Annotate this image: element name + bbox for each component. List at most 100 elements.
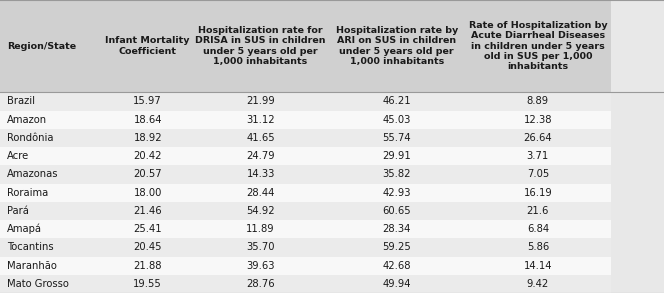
Bar: [329, 256, 465, 275]
Text: 26.64: 26.64: [523, 133, 552, 143]
Bar: [103, 275, 193, 293]
Text: 49.94: 49.94: [382, 279, 411, 289]
Bar: [193, 220, 329, 238]
Text: Amapá: Amapá: [7, 224, 42, 234]
Bar: [465, 183, 611, 202]
Text: 21.88: 21.88: [133, 261, 162, 271]
Text: Hospitalization rate for
DRISA in SUS in children
under 5 years old per
1,000 in: Hospitalization rate for DRISA in SUS in…: [195, 26, 326, 66]
Text: 55.74: 55.74: [382, 133, 411, 143]
Bar: [103, 202, 193, 220]
Bar: [0, 129, 103, 147]
Bar: [193, 129, 329, 147]
Bar: [0, 92, 103, 110]
Text: 21.99: 21.99: [246, 96, 275, 106]
Text: 28.76: 28.76: [246, 279, 275, 289]
Text: 6.84: 6.84: [527, 224, 549, 234]
Bar: [103, 220, 193, 238]
Bar: [0, 220, 103, 238]
Bar: [193, 92, 329, 110]
Bar: [465, 165, 611, 183]
Text: Amazonas: Amazonas: [7, 169, 58, 179]
Text: 5.86: 5.86: [527, 242, 549, 252]
Bar: [329, 275, 465, 293]
Bar: [465, 92, 611, 110]
Bar: [103, 110, 193, 129]
Text: 8.89: 8.89: [527, 96, 549, 106]
Bar: [193, 202, 329, 220]
Text: 31.12: 31.12: [246, 115, 275, 125]
Text: Maranhão: Maranhão: [7, 261, 56, 271]
Text: 14.14: 14.14: [524, 261, 552, 271]
Text: 16.19: 16.19: [523, 188, 552, 198]
Text: 28.34: 28.34: [382, 224, 411, 234]
Text: 19.55: 19.55: [133, 279, 162, 289]
Text: Infant Mortality
Coefficient: Infant Mortality Coefficient: [106, 36, 190, 56]
Text: 39.63: 39.63: [246, 261, 275, 271]
Bar: [465, 147, 611, 165]
Bar: [103, 256, 193, 275]
Text: 41.65: 41.65: [246, 133, 275, 143]
Text: 54.92: 54.92: [246, 206, 275, 216]
Bar: [103, 238, 193, 256]
Bar: [329, 183, 465, 202]
Bar: [193, 256, 329, 275]
Bar: [329, 238, 465, 256]
Text: Roraima: Roraima: [7, 188, 48, 198]
Bar: [193, 183, 329, 202]
Text: 15.97: 15.97: [133, 96, 162, 106]
Bar: [0, 165, 103, 183]
Text: 12.38: 12.38: [524, 115, 552, 125]
Text: Acre: Acre: [7, 151, 29, 161]
Bar: [193, 147, 329, 165]
Text: 18.00: 18.00: [133, 188, 162, 198]
Bar: [103, 0, 193, 92]
Bar: [0, 183, 103, 202]
Bar: [465, 238, 611, 256]
Bar: [329, 147, 465, 165]
Bar: [465, 129, 611, 147]
Bar: [465, 275, 611, 293]
Text: 9.42: 9.42: [527, 279, 549, 289]
Text: Mato Grosso: Mato Grosso: [7, 279, 68, 289]
Bar: [329, 202, 465, 220]
Bar: [329, 92, 465, 110]
Text: Region/State: Region/State: [7, 42, 76, 51]
Bar: [0, 256, 103, 275]
Bar: [193, 275, 329, 293]
Bar: [329, 0, 465, 92]
Text: 35.70: 35.70: [246, 242, 275, 252]
Text: 24.79: 24.79: [246, 151, 275, 161]
Text: 45.03: 45.03: [382, 115, 411, 125]
Bar: [329, 165, 465, 183]
Bar: [465, 202, 611, 220]
Bar: [465, 256, 611, 275]
Text: 42.93: 42.93: [382, 188, 411, 198]
Text: 21.46: 21.46: [133, 206, 162, 216]
Text: 7.05: 7.05: [527, 169, 549, 179]
Text: 25.41: 25.41: [133, 224, 162, 234]
Bar: [0, 275, 103, 293]
Text: Pará: Pará: [7, 206, 29, 216]
Bar: [0, 238, 103, 256]
Text: Amazon: Amazon: [7, 115, 46, 125]
Text: 59.25: 59.25: [382, 242, 411, 252]
Text: 18.64: 18.64: [133, 115, 162, 125]
Bar: [193, 165, 329, 183]
Bar: [0, 0, 103, 92]
Text: 21.6: 21.6: [527, 206, 549, 216]
Text: Rate of Hospitalization by
Acute Diarrheal Diseases
in children under 5 years
ol: Rate of Hospitalization by Acute Diarrhe…: [469, 21, 607, 71]
Text: Rondônia: Rondônia: [7, 133, 53, 143]
Bar: [103, 92, 193, 110]
Bar: [103, 165, 193, 183]
Bar: [329, 129, 465, 147]
Text: 46.21: 46.21: [382, 96, 411, 106]
Text: 18.92: 18.92: [133, 133, 162, 143]
Bar: [329, 220, 465, 238]
Bar: [103, 129, 193, 147]
Bar: [465, 220, 611, 238]
Bar: [193, 110, 329, 129]
Text: 60.65: 60.65: [382, 206, 411, 216]
Text: 20.45: 20.45: [133, 242, 162, 252]
Text: Brazil: Brazil: [7, 96, 35, 106]
Text: Hospitalization rate by
ARI on SUS in children
under 5 years old per
1,000 inhab: Hospitalization rate by ARI on SUS in ch…: [335, 26, 458, 66]
